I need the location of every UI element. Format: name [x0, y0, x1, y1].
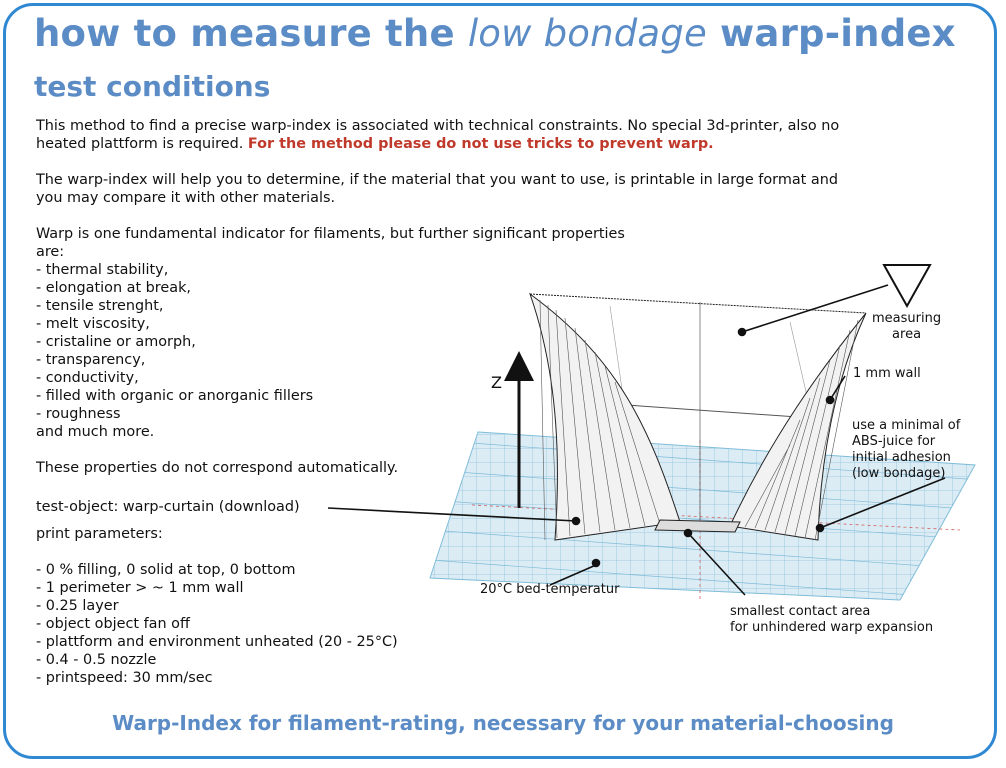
properties-end: and much more. — [36, 424, 155, 440]
abs-juice-line-2: ABS-juice for — [852, 434, 936, 449]
abs-juice-line-3: initial adhesion — [852, 450, 951, 465]
print-parameter-item: - 0.4 - 0.5 nozzle — [36, 652, 157, 668]
abs-juice-line-1: use a minimal of — [852, 418, 961, 433]
title-part-1: how to measure the — [34, 12, 468, 55]
properties-note: These properties do not correspond autom… — [36, 460, 399, 476]
z-axis-label: Z — [491, 373, 502, 392]
abs-juice-label: use a minimal of ABS-juice for initial a… — [852, 418, 960, 482]
print-parameter-item: - 0.25 layer — [36, 598, 119, 614]
property-item: - filled with organic or anorganic fille… — [36, 388, 314, 404]
print-parameter-item: - printspeed: 30 mm/sec — [36, 670, 213, 686]
purpose-line-2: you may compare it with other materials. — [36, 190, 336, 206]
section-heading: test conditions — [34, 70, 271, 103]
print-parameter-item: - 1 perimeter > ~ 1 mm wall — [36, 580, 244, 596]
measuring-area-icon — [882, 264, 932, 309]
print-parameters-heading: print parameters: — [36, 526, 163, 542]
title-part-3: warp-index — [706, 12, 956, 55]
contact-area-line-1: smallest contact area — [730, 604, 871, 619]
warp-curtain-object — [528, 292, 867, 541]
abs-juice-line-4: (low bondage) — [852, 466, 946, 481]
warning-text: For the method please do not use tricks … — [247, 136, 714, 152]
properties-line-2: are: — [36, 244, 65, 260]
measuring-area-line-2: area — [892, 327, 922, 342]
purpose-paragraph: The warp-index will help you to determin… — [36, 171, 838, 207]
intro-line-2-text: heated plattform is required. — [36, 136, 248, 152]
contact-area-line-2: for unhindered warp expansion — [730, 620, 934, 635]
property-item: - elongation at break, — [36, 280, 191, 296]
title-part-2: low bondage — [467, 12, 707, 55]
leader-lines — [327, 284, 946, 596]
property-item: - roughness — [36, 406, 121, 422]
purpose-line-1: The warp-index will help you to determin… — [36, 172, 838, 188]
test-object-label: test-object: warp-curtain (download) — [36, 499, 300, 515]
properties-paragraph: Warp is one fundamental indicator for fi… — [36, 225, 625, 441]
contact-area-label: smallest contact area for unhindered war… — [730, 604, 933, 636]
measuring-area-line-1: measuring — [872, 311, 942, 326]
intro-line-2: heated plattform is required. For the me… — [36, 135, 839, 153]
property-item: - conductivity, — [36, 370, 139, 386]
page-border — [3, 3, 997, 759]
intro-line-1: This method to find a precise warp-index… — [36, 118, 840, 134]
print-parameters-list: - 0 % filling, 0 solid at top, 0 bottom … — [36, 561, 398, 687]
property-item: - melt viscosity, — [36, 316, 150, 332]
footer-tagline: Warp-Index for filament-rating, necessar… — [112, 711, 894, 735]
bed-temperature-label: 20°C bed-temperatur — [480, 582, 620, 597]
property-item: - cristaline or amorph, — [36, 334, 196, 350]
measuring-area-label: measuring area — [872, 311, 941, 343]
page-title: how to measure the low bondage warp-inde… — [34, 12, 956, 55]
property-item: - thermal stability, — [36, 262, 169, 278]
print-parameter-item: - object object fan off — [36, 616, 190, 632]
print-parameter-item: - 0 % filling, 0 solid at top, 0 bottom — [36, 562, 296, 578]
print-parameter-item: - plattform and environment unheated (20… — [36, 634, 398, 650]
property-item: - transparency, — [36, 352, 146, 368]
intro-paragraph: This method to find a precise warp-index… — [36, 117, 839, 153]
wall-label: 1 mm wall — [853, 366, 921, 381]
properties-line-1: Warp is one fundamental indicator for fi… — [36, 226, 625, 242]
property-item: - tensile strenght, — [36, 298, 164, 314]
